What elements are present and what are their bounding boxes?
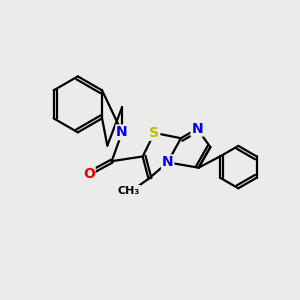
Text: N: N xyxy=(116,125,128,139)
Text: N: N xyxy=(191,122,203,136)
Text: CH₃: CH₃ xyxy=(118,186,140,196)
Text: S: S xyxy=(149,126,159,140)
Text: O: O xyxy=(83,167,95,181)
Text: N: N xyxy=(162,155,173,170)
